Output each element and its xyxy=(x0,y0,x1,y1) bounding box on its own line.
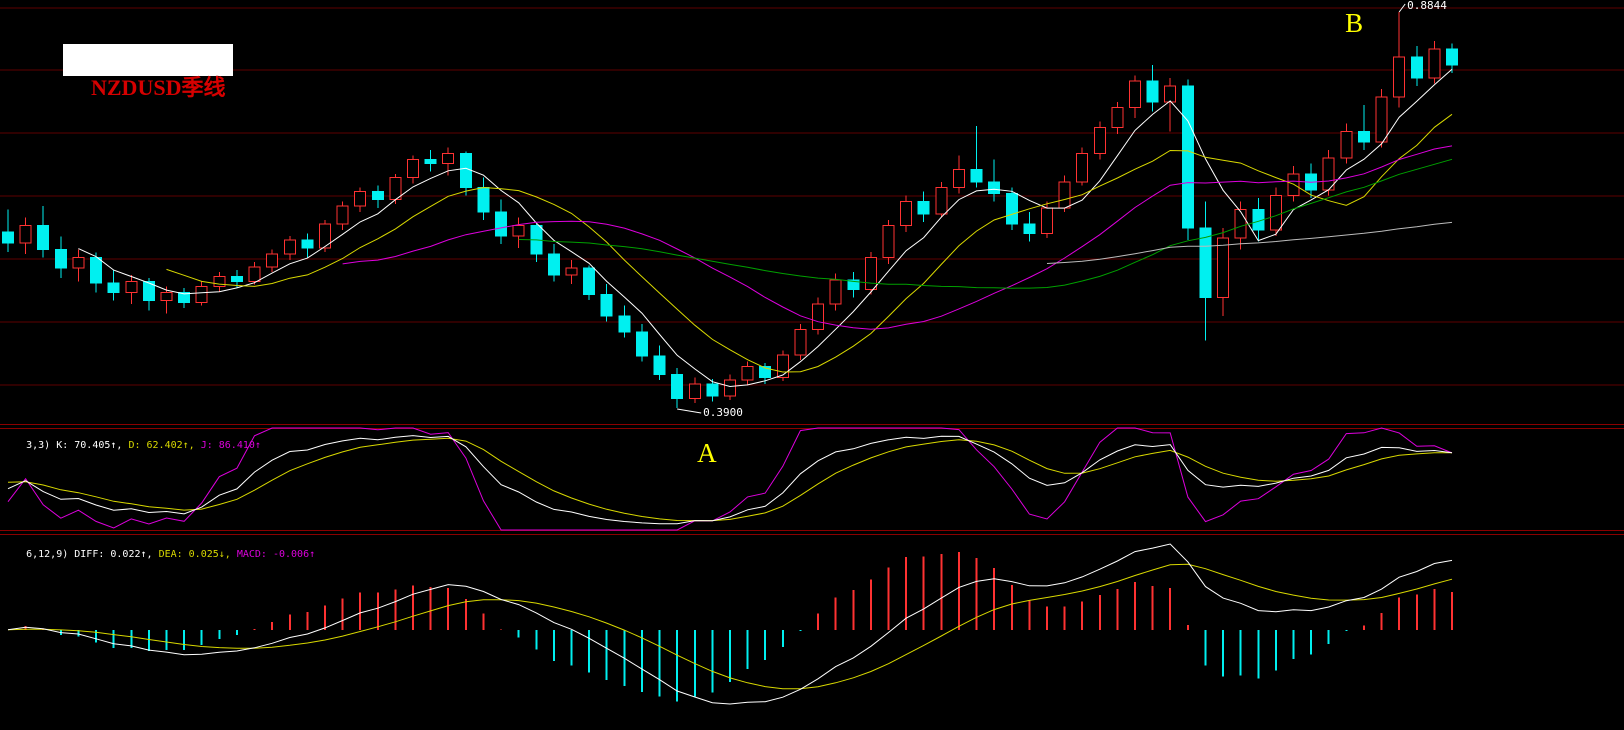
low-price-label: 0.3900 xyxy=(703,406,743,419)
diff-line xyxy=(7,543,1453,705)
kdj-params: 3,3) xyxy=(26,440,57,451)
ma5-line xyxy=(78,68,1453,388)
kdj-k-value: K: 70.405↑, xyxy=(56,440,129,451)
ma30-line xyxy=(518,158,1453,289)
ma20-line xyxy=(342,145,1453,330)
d-line xyxy=(7,437,1452,522)
ma60-line xyxy=(1046,221,1453,264)
dea-line xyxy=(7,563,1453,690)
kdj-header: 3,3) K: 70.405↑, D: 62.402↑, J: 86.410↑ xyxy=(2,428,261,464)
kdj-j-value: J: 86.410↑ xyxy=(200,440,261,451)
marker-a: A xyxy=(697,438,717,468)
macd-macd-value: MACD: -0.006↑ xyxy=(236,549,316,560)
ma10-line xyxy=(166,113,1453,373)
macd-histogram xyxy=(24,552,1453,702)
low-leader-line xyxy=(677,408,702,414)
high-price-label: 0.8844 xyxy=(1407,0,1447,12)
kdj-d-value: D: 62.402↑, xyxy=(128,440,201,451)
high-leader-line xyxy=(1398,3,1406,13)
marker-b: B xyxy=(1345,8,1364,38)
macd-diff-value: DIFF: 0.022↑, xyxy=(74,549,159,560)
macd-dea-value: DEA: 0.025↓, xyxy=(158,549,237,560)
symbol-title-text: NZDUSD季线 xyxy=(91,75,226,100)
macd-params: 6,12,9) xyxy=(26,549,75,560)
symbol-title: NZDUSD季线 xyxy=(63,44,234,100)
j-line xyxy=(7,427,1453,531)
macd-header: 6,12,9) DIFF: 0.022↑, DEA: 0.025↓, MACD:… xyxy=(2,537,315,573)
candles xyxy=(2,12,1458,408)
k-line xyxy=(7,435,1453,525)
